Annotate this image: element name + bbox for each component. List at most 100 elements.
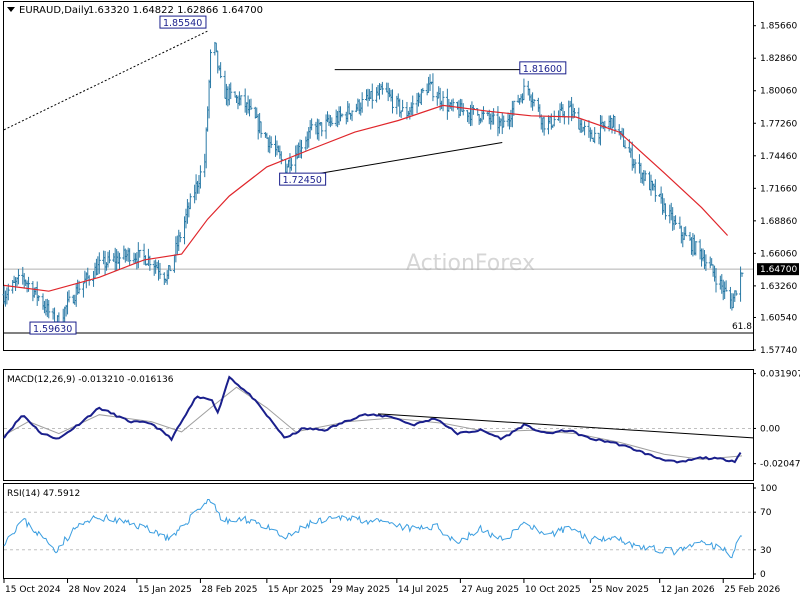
price-tick-label: 1.74460 <box>760 152 797 162</box>
price-pane: 61.8 1.85540 1.81600 1.72450 1.59630 1.57740 1… <box>2 15 799 356</box>
price-tick-label: 1.80060 <box>760 87 797 97</box>
price-tick-label: 1.71660 <box>760 184 797 194</box>
x-tick-label: 15 Oct 2024 <box>5 585 61 595</box>
price-tick-label: 1.68860 <box>760 217 797 227</box>
price-bar <box>583 121 587 136</box>
price-tick-label: 1.77260 <box>760 119 797 129</box>
x-tick-label: 12 Jan 2026 <box>661 585 715 595</box>
price-bar <box>310 118 314 131</box>
price-bar <box>178 232 182 243</box>
price-bar <box>431 73 435 102</box>
price-pane-frame <box>3 1 754 351</box>
price-bar <box>502 115 506 128</box>
price-tick-label: 1.57740 <box>760 346 797 356</box>
price-bar <box>168 265 172 272</box>
price-y-axis: 1.57740 1.60540 1.63260 1.66060 1.68860 1.716… <box>753 22 799 356</box>
price-bar <box>623 140 627 149</box>
x-tick-label: 15 Apr 2025 <box>268 585 324 595</box>
price-bar <box>724 280 728 292</box>
price-bar <box>340 113 344 118</box>
x-tick-label: 28 Nov 2024 <box>69 585 127 595</box>
annotation-label: 1.72450 <box>279 172 327 186</box>
price-bar <box>370 83 374 109</box>
price-bar <box>653 179 657 202</box>
price-bar <box>158 262 162 279</box>
price-bar <box>522 78 526 101</box>
macd-tick-label: 0.031907 <box>760 370 800 380</box>
price-bar <box>67 290 71 303</box>
trend-line-1[interactable] <box>3 30 208 131</box>
rsi-line <box>3 499 743 559</box>
price-bar <box>259 121 263 138</box>
rsi-tick-label: 100 <box>760 484 777 494</box>
annotation-box <box>279 172 327 186</box>
macd-tick-label: -0.020479 <box>760 460 800 470</box>
price-bar <box>552 110 556 127</box>
x-tick-label: 25 Nov 2025 <box>591 585 649 595</box>
current-price-label: 1.64700 <box>760 265 797 275</box>
price-bar <box>481 106 485 120</box>
rsi-pane: 100 70 30 0 <box>3 484 777 580</box>
price-bar <box>421 87 425 94</box>
price-tick-label: 1.66060 <box>760 249 797 259</box>
price-bar <box>360 92 364 113</box>
x-tick-label: 15 Jan 2025 <box>138 585 192 595</box>
price-bar <box>542 116 546 136</box>
rsi-y-axis: 100 70 30 0 <box>753 484 777 580</box>
price-bar <box>532 98 536 107</box>
price-bar <box>209 49 213 89</box>
price-bar <box>643 170 647 182</box>
price-bar <box>249 98 253 111</box>
price-bar <box>740 272 744 277</box>
annotation-label: 1.85540 <box>159 15 207 29</box>
annotation-text: 1.72450 <box>283 175 322 186</box>
price-bar <box>380 81 384 95</box>
price-bar <box>330 117 334 126</box>
rsi-title: RSI(14) 47.5912 <box>7 489 80 499</box>
price-bar <box>694 240 698 256</box>
price-bar <box>411 95 415 117</box>
price-bar <box>663 203 667 220</box>
price-bar <box>219 62 223 79</box>
rsi-pane-frame <box>3 483 754 579</box>
price-bar <box>118 252 122 270</box>
x-tick-label: 25 Feb 2026 <box>724 585 780 595</box>
price-bar <box>390 89 394 114</box>
macd-y-axis: 0.031907 0.00 -0.020479 <box>753 370 800 470</box>
price-tick-label: 1.60540 <box>760 313 797 323</box>
annotation-label: 1.59630 <box>29 321 77 335</box>
price-bar <box>188 193 192 210</box>
price-bar <box>279 151 283 165</box>
fib-61-8-label: 61.8 <box>732 322 752 332</box>
price-bar <box>461 103 465 116</box>
macd-pane-frame <box>3 369 754 481</box>
price-bar <box>148 255 152 271</box>
macd-tick-label: 0.00 <box>760 424 780 434</box>
macd-title: MACD(12,26,9) -0.013210 -0.016136 <box>7 375 174 385</box>
macd-pane: 0.031907 0.00 -0.020479 <box>3 370 800 470</box>
price-bar <box>138 249 142 258</box>
x-tick-label: 28 Feb 2025 <box>201 585 257 595</box>
annotation-label: 1.81600 <box>519 61 567 75</box>
price-bar <box>593 127 597 144</box>
annotation-box <box>29 321 77 335</box>
chart-menu-triangle-icon[interactable] <box>7 7 15 12</box>
watermark: ActionForex <box>406 251 535 276</box>
price-bar <box>320 122 324 137</box>
price-bar <box>128 248 132 266</box>
rsi-tick-label: 70 <box>760 508 772 518</box>
price-bar <box>633 159 637 174</box>
x-axis: 15 Oct 2024 28 Nov 2024 15 Jan 2025 28 Feb … <box>3 579 781 595</box>
price-bar <box>401 99 405 112</box>
price-bar <box>239 95 243 106</box>
price-bar <box>492 108 496 125</box>
price-tick-label: 1.85660 <box>760 22 797 32</box>
annotation-text: 1.81600 <box>523 64 562 75</box>
price-bar <box>704 254 708 271</box>
macd-signal-line <box>3 386 743 460</box>
current-price-badge <box>757 263 799 276</box>
annotation-text: 1.85540 <box>163 18 202 29</box>
macd-trend-line[interactable] <box>378 413 754 439</box>
